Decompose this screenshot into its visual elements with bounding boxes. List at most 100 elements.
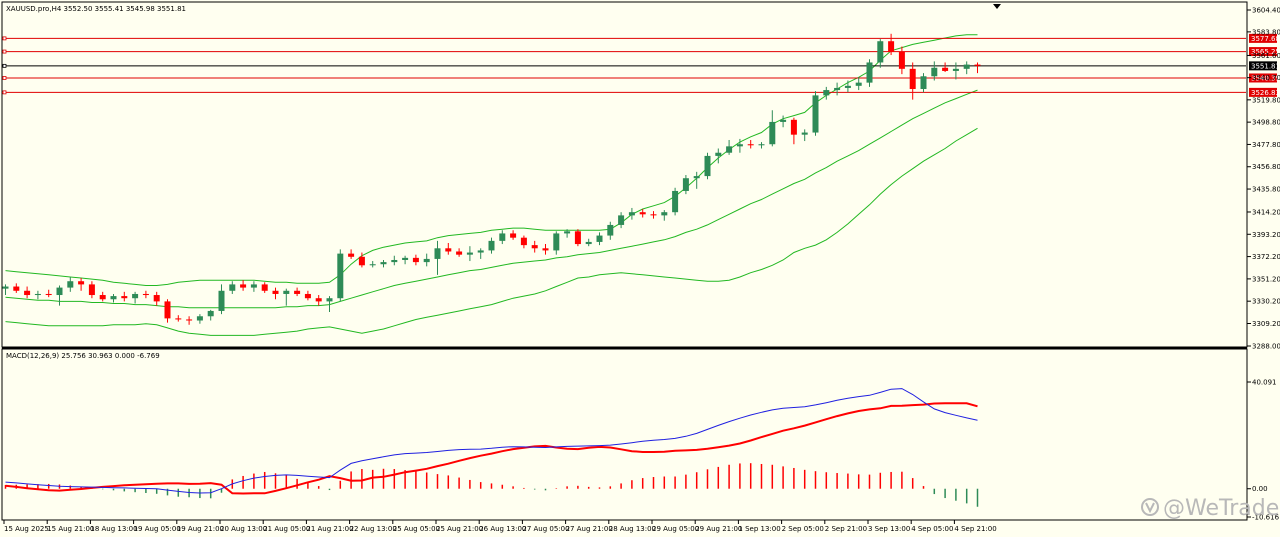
price-level-handle[interactable] <box>2 49 7 54</box>
candle-body <box>132 293 139 299</box>
candle-body <box>736 144 743 147</box>
candle-body <box>229 284 236 291</box>
candle <box>153 291 160 306</box>
candle <box>121 291 128 302</box>
candle <box>261 282 268 293</box>
price-level-handle[interactable] <box>2 36 7 41</box>
candle-body <box>272 290 279 294</box>
candle-body <box>121 296 128 299</box>
candle-body <box>294 290 301 294</box>
macd-pane-frame <box>1 348 1248 521</box>
candle-body <box>142 293 149 296</box>
candle <box>693 171 700 189</box>
price-level-label: 3565.25 <box>1251 48 1280 56</box>
price-level-handle[interactable] <box>2 76 7 80</box>
macd-main-line <box>5 388 978 494</box>
candle-body <box>24 290 31 296</box>
candle-body <box>45 293 52 296</box>
candle <box>715 148 722 164</box>
candle <box>283 288 290 306</box>
candle <box>747 139 754 149</box>
candle <box>564 229 571 238</box>
candle <box>315 295 322 306</box>
candle <box>391 255 398 266</box>
wetrade-logo: @WeTrade <box>1141 496 1279 521</box>
wetrade-logo-icon <box>1141 498 1159 516</box>
candle-body <box>769 121 776 145</box>
price-level-handle[interactable] <box>2 63 7 68</box>
price-tick-label: 3561.60 <box>1252 52 1280 60</box>
candle <box>823 86 830 100</box>
price-pane-frame <box>1 1 1248 348</box>
candle-body <box>672 190 679 213</box>
candle-body <box>855 82 862 86</box>
candle-body <box>952 68 959 71</box>
candle <box>132 291 139 304</box>
price-level-tag <box>1249 73 1277 83</box>
time-tick-label: 26 Aug 13:00 <box>479 525 526 533</box>
candle-body <box>639 212 646 215</box>
macd-title: MACD(12,26,9) 25.756 30.963 0.000 -6.769 <box>6 352 160 360</box>
candle <box>931 61 938 81</box>
candle-body <box>877 41 884 63</box>
candle <box>877 39 884 68</box>
candle <box>834 82 841 96</box>
candle-body <box>942 67 949 71</box>
price-tick-label: 3456.80 <box>1252 163 1280 171</box>
candle-body <box>628 212 635 216</box>
candle <box>402 255 409 265</box>
candle-body <box>790 119 797 135</box>
candle <box>672 187 679 216</box>
time-tick-label: 22 Aug 13:00 <box>350 525 397 533</box>
candle-body <box>250 284 257 288</box>
candle-body <box>78 281 85 285</box>
candle <box>142 290 149 299</box>
candle <box>88 281 95 299</box>
candle <box>909 62 916 100</box>
price-level-handle[interactable] <box>2 90 7 95</box>
time-tick-label: 25 Aug 21:00 <box>436 525 483 533</box>
candle <box>574 229 581 247</box>
candle <box>24 286 31 299</box>
candle-body <box>240 284 247 288</box>
candle-body <box>434 248 441 259</box>
candle-body <box>88 284 95 296</box>
candle <box>758 142 765 149</box>
candle <box>240 280 247 291</box>
price-level-label: 3577.68 <box>1251 35 1280 43</box>
candle <box>45 289 52 298</box>
candle <box>218 284 225 315</box>
candle-body <box>326 298 333 302</box>
candle <box>175 315 182 322</box>
candle <box>553 231 560 255</box>
bollinger-lower-line <box>5 127 978 336</box>
price-tick-label: 3330.20 <box>1252 298 1280 306</box>
candle-body <box>574 231 581 245</box>
price-tick-label: 3309.20 <box>1252 320 1280 328</box>
wetrade-logo-mark-icon <box>1145 502 1155 514</box>
candle <box>682 175 689 195</box>
candle-body <box>531 245 538 249</box>
time-tick-label: 29 Aug 21:00 <box>695 525 742 533</box>
candle-body <box>445 248 452 252</box>
candle <box>380 259 387 268</box>
candle-body <box>661 212 668 216</box>
price-tick-label: 3351.20 <box>1252 275 1280 283</box>
candle <box>736 138 743 153</box>
candle <box>531 240 538 253</box>
candle-body <box>153 295 160 302</box>
candle-body <box>337 253 344 299</box>
price-tick-label: 3540.70 <box>1252 74 1280 82</box>
shift-marker-icon[interactable] <box>993 4 1001 9</box>
candle-body <box>823 90 830 96</box>
candle-body <box>380 262 387 265</box>
candle-body <box>963 64 970 69</box>
candle <box>628 207 635 220</box>
candle <box>963 61 970 75</box>
candle-body <box>596 235 603 242</box>
price-tick-label: 3372.20 <box>1252 253 1280 261</box>
candle <box>844 80 851 93</box>
candle <box>618 212 625 229</box>
candle <box>369 261 376 268</box>
price-tick-label: 3498.80 <box>1252 119 1280 127</box>
